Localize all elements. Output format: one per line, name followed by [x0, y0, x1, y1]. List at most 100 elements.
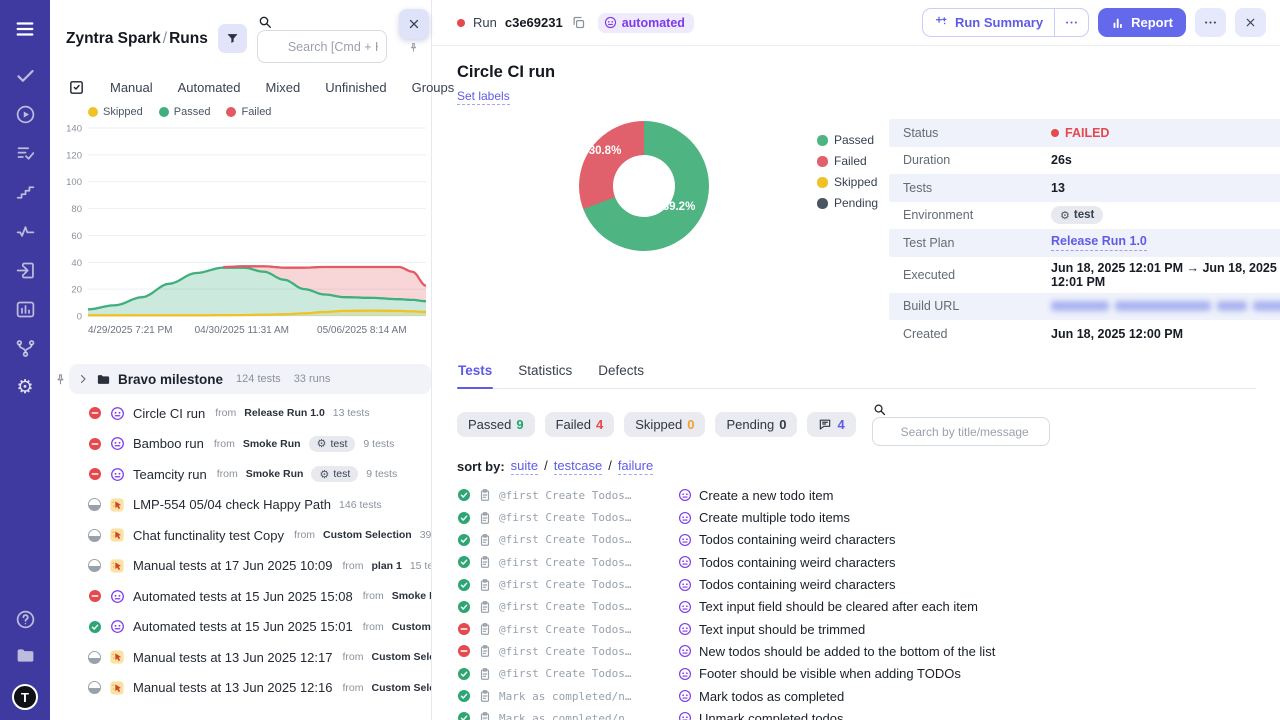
test-row[interactable]: Mark as completed/n…Unmark completed tod…	[457, 707, 1256, 720]
chart-box-icon[interactable]	[12, 296, 38, 322]
run-row[interactable]: Manual tests at 13 Jun 2025 12:17fromCus…	[50, 642, 431, 673]
select-all-icon[interactable]	[68, 79, 85, 96]
info-label: Executed	[903, 268, 1051, 282]
legend-label: Skipped	[834, 175, 877, 189]
test-row[interactable]: @first Create Todos…New todos should be …	[457, 640, 1256, 662]
clipboard-icon	[478, 711, 492, 720]
pin-icon	[54, 373, 67, 386]
info-label: Build URL	[903, 299, 1051, 313]
menu-icon[interactable]	[12, 16, 38, 42]
test-suite: @first Create Todos…	[499, 645, 671, 658]
run-row[interactable]: Bamboo runfromSmoke Run⚙test9 tests	[50, 429, 431, 460]
tab-statistics[interactable]: Statistics	[517, 363, 573, 388]
donut-legend-item-passed[interactable]: Passed	[817, 133, 878, 147]
run-tests-count: 39 tests	[420, 529, 431, 541]
test-row[interactable]: Mark as completed/n…Mark todos as comple…	[457, 685, 1256, 707]
comments-chip[interactable]: 4	[807, 412, 855, 437]
chip-passed[interactable]: Passed9	[457, 412, 535, 437]
tab-unfinished[interactable]: Unfinished	[325, 80, 386, 95]
run-summary-button[interactable]: Run Summary	[922, 8, 1089, 37]
tab-automated[interactable]: Automated	[178, 80, 241, 95]
app-logo[interactable]: T	[12, 684, 38, 710]
chip-skipped[interactable]: Skipped0	[624, 412, 705, 437]
automated-icon	[678, 667, 692, 681]
panel-close-button[interactable]	[399, 9, 429, 39]
tests-search-input[interactable]	[872, 417, 1050, 446]
test-row[interactable]: @first Create Todos…Todos containing wei…	[457, 551, 1256, 573]
tab-groups[interactable]: Groups	[412, 80, 455, 95]
report-button[interactable]: Report	[1098, 8, 1186, 37]
settings-gear-icon[interactable]: ⚙	[12, 374, 38, 400]
donut-legend-item-skipped[interactable]: Skipped	[817, 175, 878, 189]
chip-failed[interactable]: Failed4	[545, 412, 615, 437]
group-row-bravo-milestone[interactable]: Bravo milestone 124 tests 33 runs	[54, 364, 431, 394]
automated-badge[interactable]: automated	[598, 13, 694, 33]
test-row[interactable]: @first Create Todos…Footer should be vis…	[457, 663, 1256, 685]
tab-tests[interactable]: Tests	[457, 363, 493, 388]
run-from-label: from	[214, 438, 235, 450]
automated-icon	[678, 578, 692, 592]
copy-icon[interactable]	[571, 15, 586, 30]
sort-by-failure[interactable]: failure	[618, 458, 653, 475]
more-actions-button[interactable]	[1195, 8, 1226, 37]
tab-manual[interactable]: Manual	[110, 80, 153, 95]
test-row[interactable]: @first Create Todos…Todos containing wei…	[457, 529, 1256, 551]
run-row[interactable]: Chat functinality test CopyfromCustom Se…	[50, 520, 431, 551]
clipboard-icon	[478, 600, 492, 614]
run-summary-more-button[interactable]	[1054, 9, 1088, 36]
test-row[interactable]: @first Create Todos…Text input should be…	[457, 618, 1256, 640]
build-url-redacted[interactable]	[1051, 301, 1280, 311]
run-row[interactable]: Manual tests at 17 Jun 2025 10:09frompla…	[50, 551, 431, 582]
test-row[interactable]: @first Create Todos…Create multiple todo…	[457, 507, 1256, 529]
sort-by-suite[interactable]: suite	[511, 458, 538, 475]
test-row[interactable]: @first Create Todos…Text input field sho…	[457, 596, 1256, 618]
legend-label: Skipped	[103, 106, 143, 118]
branch-icon[interactable]	[12, 335, 38, 361]
run-row[interactable]: Circle CI runfromRelease Run 1.013 tests	[50, 398, 431, 429]
filter-button[interactable]	[218, 24, 247, 53]
test-row[interactable]: @first Create Todos…Create a new todo it…	[457, 484, 1256, 506]
donut-legend-item-pending[interactable]: Pending	[817, 196, 878, 210]
run-row[interactable]: Automated tests at 15 Jun 2025 15:08from…	[50, 581, 431, 612]
list-check-icon[interactable]	[12, 140, 38, 166]
info-value: 13	[1051, 181, 1065, 195]
test-plan-link[interactable]: Release Run 1.0	[1051, 234, 1147, 251]
panel-pin-icon[interactable]	[408, 42, 419, 53]
robot-icon	[604, 16, 617, 29]
check-icon[interactable]	[12, 62, 38, 88]
chip-pending[interactable]: Pending0	[715, 412, 797, 437]
run-details-header: Run c3e69231 automated Run Summary Repor…	[432, 0, 1280, 46]
close-run-button[interactable]	[1235, 8, 1266, 37]
legend-item-failed[interactable]: Failed	[226, 106, 271, 118]
clipboard-icon	[478, 667, 492, 681]
tab-mixed[interactable]: Mixed	[266, 80, 301, 95]
donut-legend-item-failed[interactable]: Failed	[817, 154, 878, 168]
test-title: Mark todos as completed	[699, 689, 844, 704]
run-overview: 30.8% 69.2% PassedFailedSkippedPending S…	[457, 119, 1256, 349]
sort-by-testcase[interactable]: testcase	[554, 458, 602, 475]
run-row[interactable]: Manual tests at 13 Jun 2025 12:16fromCus…	[50, 673, 431, 704]
legend-item-skipped[interactable]: Skipped	[88, 106, 143, 118]
activity-icon[interactable]	[12, 218, 38, 244]
run-tests-count: 15 tests	[410, 560, 431, 572]
legend-item-passed[interactable]: Passed	[159, 106, 211, 118]
info-row-build-url: Build URL	[889, 293, 1280, 321]
tab-defects[interactable]: Defects	[597, 363, 645, 388]
test-row[interactable]: @first Create Todos…Todos containing wei…	[457, 573, 1256, 595]
environment-badge: ⚙test	[1051, 206, 1103, 224]
chevron-right-icon[interactable]	[77, 373, 89, 385]
passed-status-icon	[457, 600, 471, 614]
sign-in-icon[interactable]	[12, 257, 38, 283]
manual-run-icon	[109, 527, 125, 543]
play-circle-icon[interactable]	[12, 101, 38, 127]
gear-icon: ⚙	[319, 469, 329, 480]
folder-icon[interactable]	[12, 642, 38, 668]
runs-search-input[interactable]	[257, 30, 387, 63]
run-row[interactable]: LMP-554 05/04 check Happy Path146 tests	[50, 490, 431, 521]
steps-icon[interactable]	[12, 179, 38, 205]
run-row[interactable]: Automated tests at 15 Jun 2025 15:01from…	[50, 612, 431, 643]
help-icon[interactable]	[12, 606, 38, 632]
run-row[interactable]: Teamcity runfromSmoke Run⚙test9 tests	[50, 459, 431, 490]
set-labels-link[interactable]: Set labels	[457, 89, 510, 105]
funnel-icon	[225, 31, 240, 46]
